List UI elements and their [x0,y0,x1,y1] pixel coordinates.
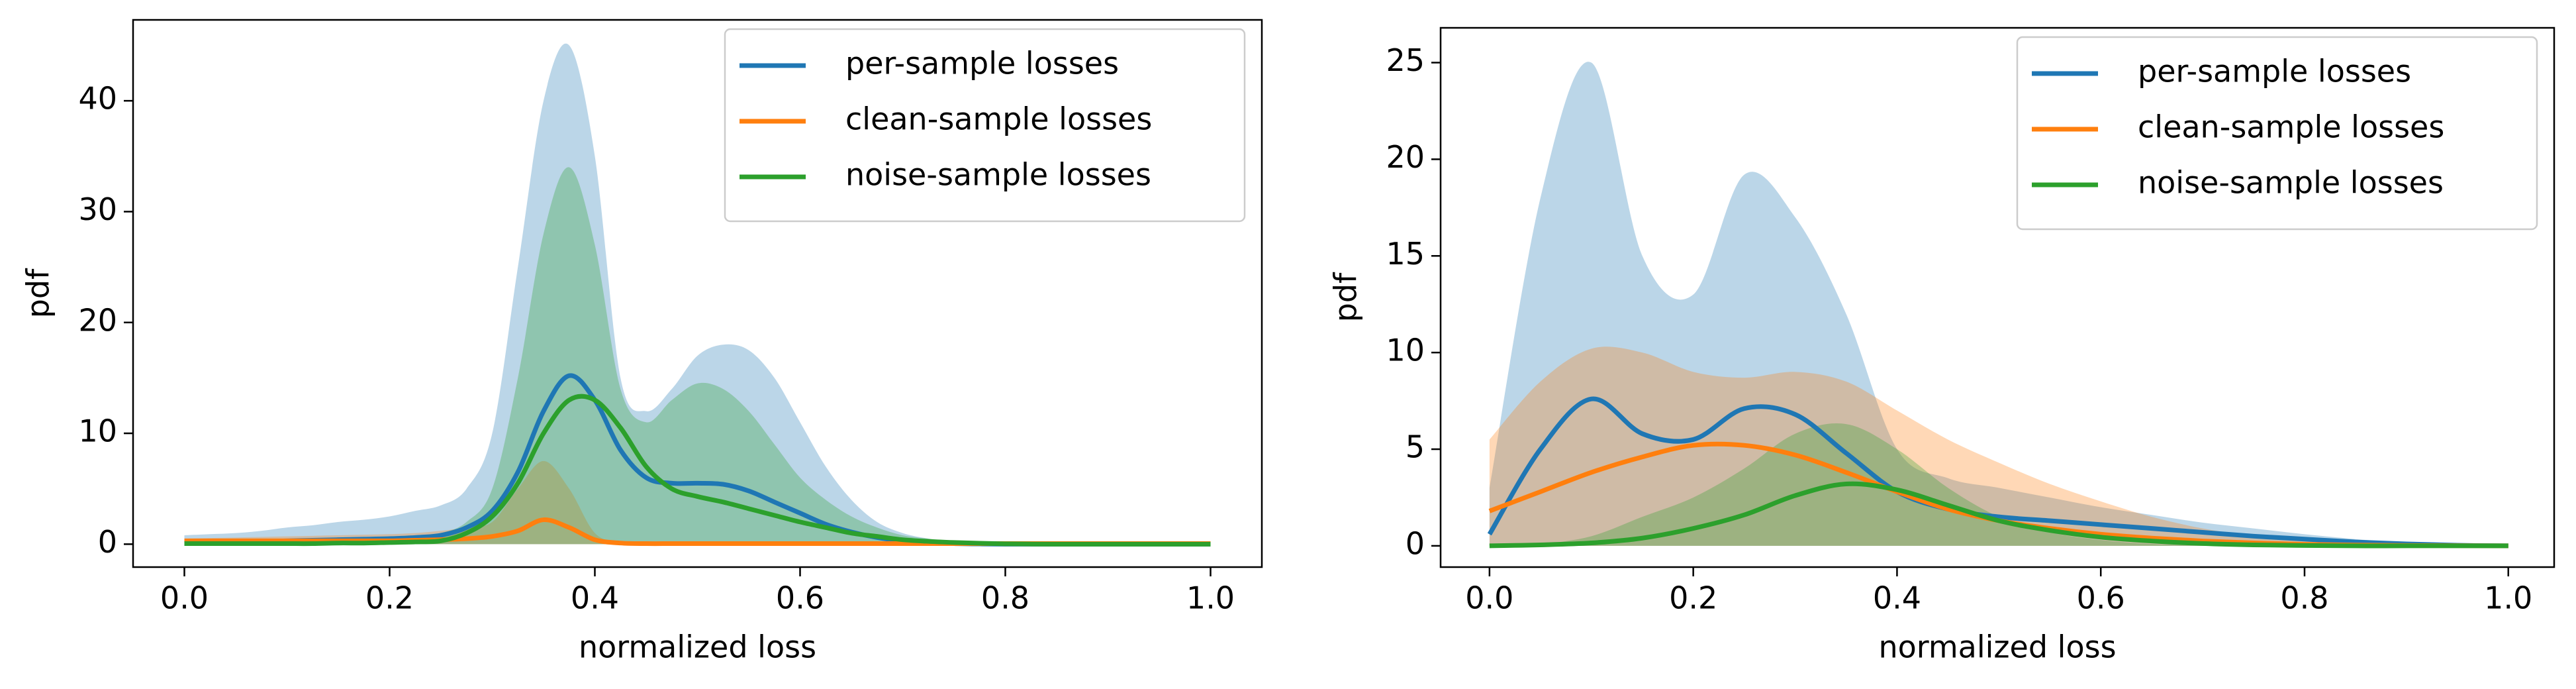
y-axis-label: pdf [1328,272,1364,322]
line [184,394,1211,547]
x-tick-label: 0.2 [1669,580,1717,616]
x-tick-label: 0.0 [1465,580,1513,616]
legend-label: clean-sample losses [845,101,1152,137]
y-tick-label: 40 [78,81,117,117]
density-area [184,43,1211,545]
legend-box [2016,36,2538,231]
legend-label: noise-sample losses [2138,165,2444,201]
density-area [1489,346,2508,546]
y-tick-label: 10 [78,413,117,449]
plot-area [1487,62,2508,549]
axes-frame [132,19,1263,568]
x-tick-label: 0.6 [2077,580,2125,616]
legend-label: per-sample losses [845,46,1119,81]
y-tick-label: 20 [1386,139,1425,175]
y-tick-label: 25 [1386,42,1425,78]
density-area [184,167,1211,545]
y-tick-label: 5 [1406,429,1425,465]
x-tick-label: 1.0 [1186,580,1235,616]
subplot: 0.0 0.2 0.4 0.6 0.8 1.0 0 10 20 30 40 normalized lo… [21,19,1263,665]
y-tick-label: 30 [78,191,117,227]
y-axis-label: pdf [21,268,56,318]
x-axis-label: normalized loss [1878,629,2116,665]
x-axis-label: normalized loss [579,629,816,665]
y-tick-label: 0 [1406,525,1425,561]
x-tick-label: 0.0 [160,580,209,616]
axes-frame [1439,26,2555,568]
x-tick-label: 0.2 [365,580,414,616]
legend-label: noise-sample losses [845,157,1151,193]
line [1489,481,2508,549]
y-tick-label: 0 [98,524,117,560]
density-area [1489,62,2508,546]
legend-label: clean-sample losses [2138,109,2444,145]
y-tick-label: 10 [1386,333,1425,368]
legend-box [724,28,1246,223]
x-tick-label: 0.8 [981,580,1029,616]
legend: per-sample losses clean-sample losses nois… [724,28,1246,223]
plot-area [184,43,1211,547]
x-tick-label: 0.4 [1873,580,1921,616]
x-tick-label: 0.8 [2280,580,2328,616]
x-tick-label: 1.0 [2484,580,2532,616]
x-tick-label: 0.4 [571,580,619,616]
y-tick-label: 20 [78,302,117,338]
x-tick-label: 0.6 [776,580,824,616]
y-tick-label: 15 [1386,236,1425,272]
legend: per-sample losses clean-sample losses nois… [2016,36,2538,231]
legend-label: per-sample losses [2138,54,2411,89]
subplot: 0.0 0.2 0.4 0.6 0.8 1.0 0 5 10 15 20 25 normalized l… [1328,26,2555,665]
